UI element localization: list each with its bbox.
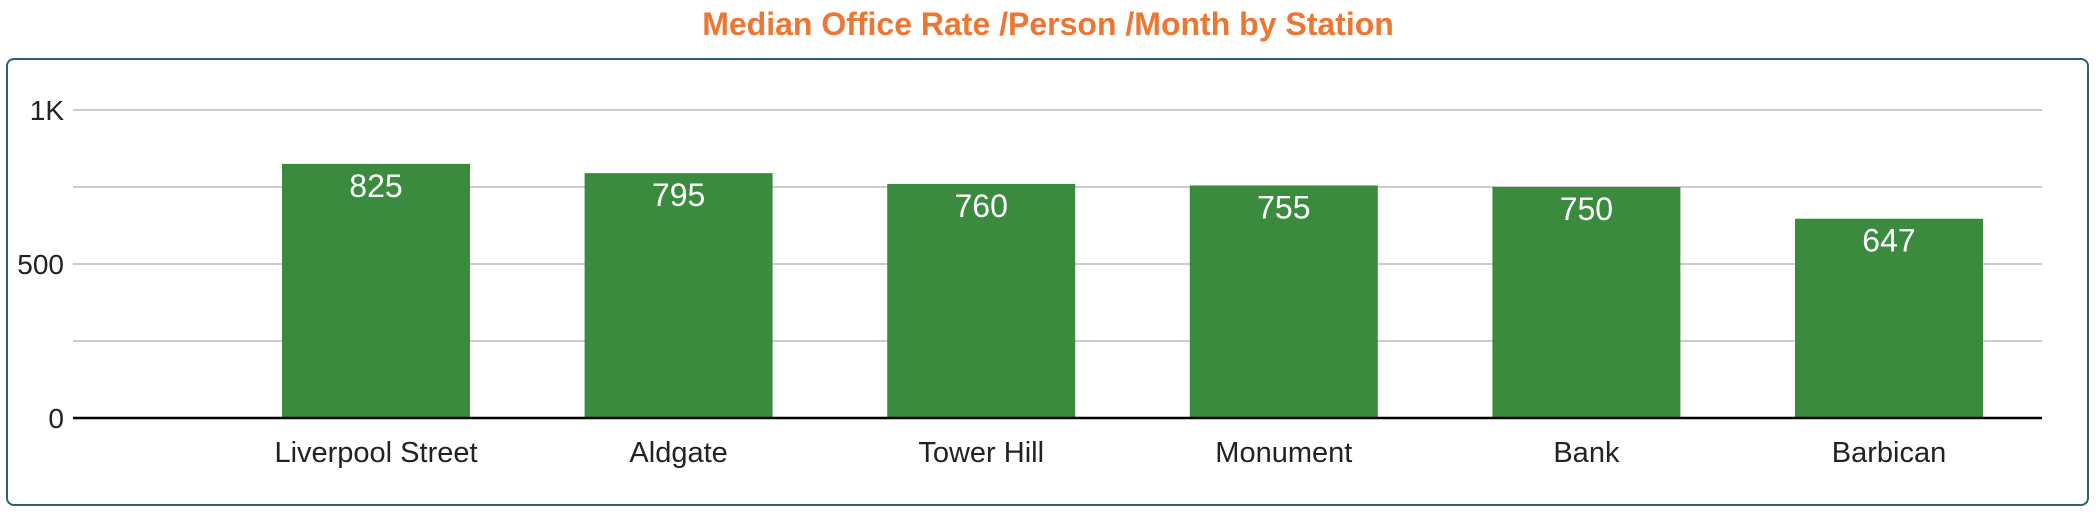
bar: [584, 173, 773, 418]
y-tick-label: 500: [17, 249, 64, 280]
x-category-label: Tower Hill: [918, 437, 1044, 469]
bar-data-label: 795: [652, 177, 705, 213]
x-category-label: Barbican: [1832, 437, 1946, 469]
x-category-label: Aldgate: [629, 437, 727, 469]
bar-data-label: 760: [955, 188, 1008, 224]
bar-data-label: 647: [1862, 223, 1915, 259]
y-tick-label: 0: [48, 403, 64, 434]
bars: [282, 163, 1983, 418]
x-category-label: Monument: [1215, 437, 1352, 469]
chart-frame: [6, 58, 2089, 506]
bar-data-label: 755: [1257, 189, 1310, 225]
bar-data-label: 750: [1560, 191, 1613, 227]
bar: [887, 183, 1076, 418]
y-tick-label: 1K: [30, 95, 65, 126]
chart-title: Median Office Rate /Person /Month by Sta…: [702, 6, 1394, 42]
x-category-label: Liverpool Street: [274, 437, 477, 469]
data-labels: 825 795 760 755 750 647: [349, 168, 1915, 259]
bar: [1492, 187, 1681, 418]
x-axis-category-labels: Liverpool Street Aldgate Tower Hill Monumen…: [274, 437, 1946, 469]
bar-data-label: 825: [349, 168, 402, 204]
y-axis-tick-labels: 0 500 1K: [17, 95, 64, 434]
bar: [282, 163, 470, 418]
bar: [1795, 218, 1983, 418]
bar: [1189, 185, 1378, 418]
x-category-label: Bank: [1553, 437, 1620, 469]
